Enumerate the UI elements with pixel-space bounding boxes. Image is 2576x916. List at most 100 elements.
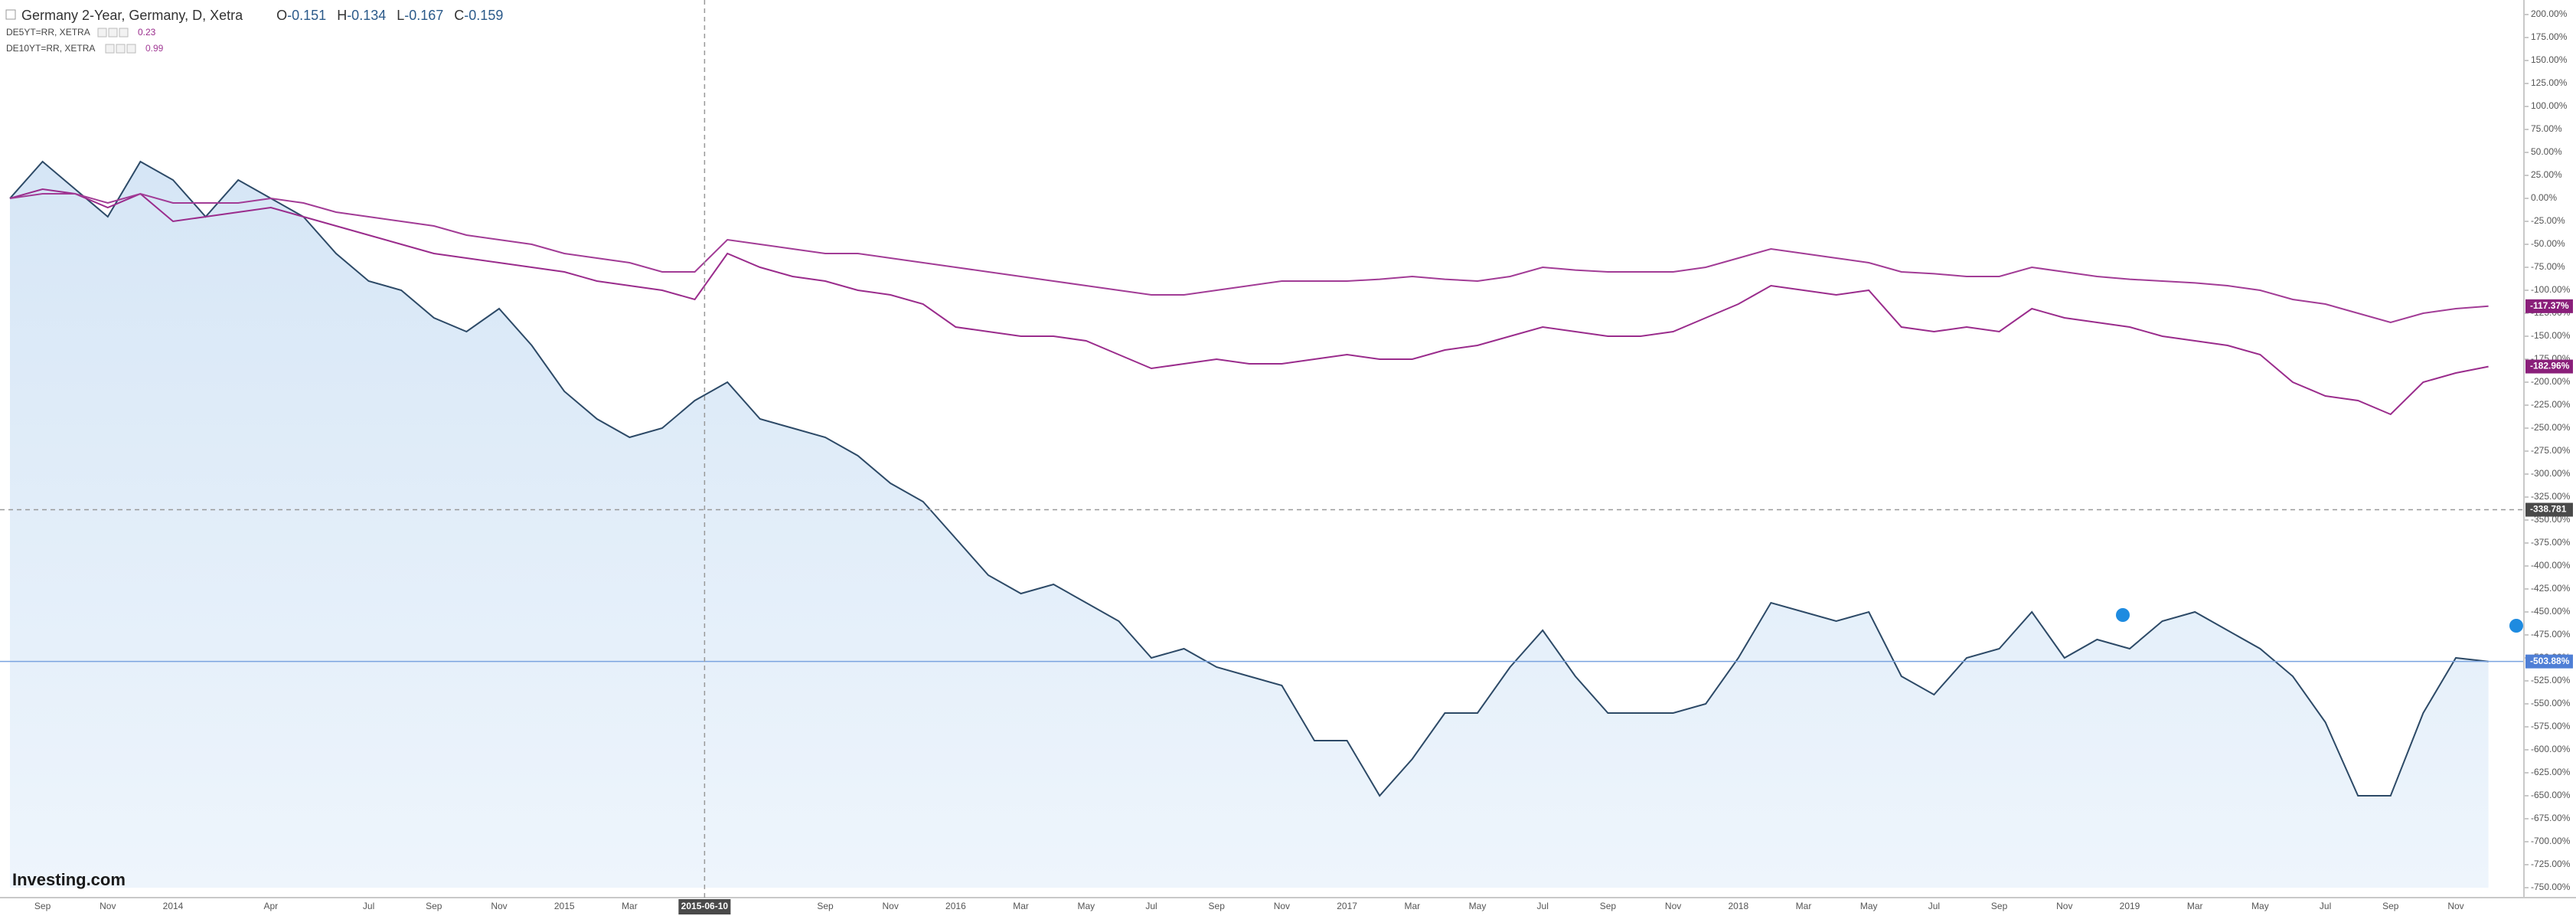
ohlc-value: -0.167 [404,8,443,23]
x-tick-label: 2014 [163,901,184,911]
last-value-badge [2525,359,2573,374]
legend-icon [97,28,107,38]
legend-icon [108,28,118,38]
x-tick-label: Sep [34,901,51,911]
y-tick-label: -475.00% [2531,629,2571,640]
last-value-badge [2525,654,2573,669]
crosshair-y-badge [2525,502,2573,517]
x-tick-label: Mar [622,901,638,911]
y-tick-label: 125.00% [2531,77,2568,88]
y-tick-label: -600.00% [2531,744,2571,754]
x-tick-label: 2016 [945,901,966,911]
x-tick-label: Nov [2056,901,2072,911]
x-tick-label: Sep [426,901,442,911]
y-tick-label: -375.00% [2531,537,2571,548]
x-tick-label: Nov [100,901,116,911]
y-tick-label: -400.00% [2531,560,2571,571]
x-tick-label: Jul [2320,901,2331,911]
last-value-label: -503.88% [2530,656,2570,666]
x-tick-label: Sep [1209,901,1226,911]
x-tick-label: Jul [1537,901,1549,911]
legend-icon [119,28,129,38]
x-tick-label: Mar [1013,901,1029,911]
x-tick-label: Sep [1600,901,1617,911]
x-tick-label: 2017 [1337,901,1357,911]
x-tick-label: Nov [883,901,899,911]
y-tick-label: -525.00% [2531,675,2571,685]
ohlc-key: L [397,8,404,23]
x-tick-label: May [1077,901,1095,911]
x-tick-label: 2018 [1728,901,1748,911]
series-area [10,162,2489,888]
x-tick-label: May [2251,901,2269,911]
y-tick-label: -275.00% [2531,445,2571,456]
y-tick-label: -225.00% [2531,399,2571,410]
watermark: Investing.com [12,870,126,889]
legend: Germany 2-Year, Germany, D, Xetra O-0.151… [5,8,503,54]
y-tick-label: 0.00% [2531,192,2557,203]
x-tick-label: Mar [1796,901,1812,911]
y-tick-label: -75.00% [2531,261,2565,272]
last-value-badge [2525,299,2573,313]
x-tick-label: Nov [2447,901,2463,911]
legend-series-name: DE10YT=RR, XETRA [6,43,95,54]
x-tick-label: Nov [1665,901,1681,911]
y-tick-label: 100.00% [2531,100,2568,111]
x-tick-label: Apr [263,901,278,911]
legend-value: 0.23 [138,27,156,38]
y-tick-label: 150.00% [2531,54,2568,65]
x-tick-label: Sep [2382,901,2399,911]
ohlc-value: -0.159 [464,8,503,23]
y-tick-label: -550.00% [2531,698,2571,708]
y-tick-label: 175.00% [2531,31,2568,42]
last-value-label: -182.96% [2530,361,2570,371]
y-tick-label: -250.00% [2531,422,2571,433]
y-tick-label: -700.00% [2531,836,2571,846]
crosshair-x-label: 2015-06-10 [681,901,729,911]
y-tick-label: 25.00% [2531,169,2562,180]
x-tick-label: Jul [363,901,374,911]
series-line [9,160,2489,797]
x-tick-label: 2015 [554,901,575,911]
ohlc-key: O [276,8,287,23]
series-line [9,192,2489,324]
x-tick-label: May [1469,901,1487,911]
y-tick-label: 50.00% [2531,146,2562,157]
legend-icon [126,44,136,54]
x-tick-label: Mar [1404,901,1420,911]
series-line [9,188,2489,416]
y-tick-label: -725.00% [2531,859,2571,869]
ohlc-key: H [337,8,347,23]
y-tick-label: -25.00% [2531,215,2565,226]
y-tick-label: -200.00% [2531,376,2571,387]
x-tick-label: Sep [817,901,834,911]
y-tick-label: -575.00% [2531,721,2571,731]
ohlc-value: -0.151 [287,8,326,23]
crosshair-y-label: -338.781 [2530,504,2567,515]
legend-name: Germany 2-Year, Germany, D, Xetra [21,8,243,23]
event-marker [2116,608,2130,622]
x-tick-label: Nov [491,901,507,911]
y-tick-label: -300.00% [2531,468,2571,479]
legend-series-name: DE5YT=RR, XETRA [6,27,90,38]
event-marker [2509,619,2523,633]
legend-value: 0.99 [145,43,164,54]
ohlc-key: C [454,8,464,23]
legend-icon [116,44,126,54]
x-tick-label: 2019 [2120,901,2140,911]
x-tick-label: May [1860,901,1878,911]
y-tick-label: -325.00% [2531,491,2571,502]
y-tick-label: -450.00% [2531,606,2571,617]
y-tick-label: 75.00% [2531,123,2562,134]
plot-area [0,160,2524,888]
y-tick-label: -350.00% [2531,514,2571,525]
legend-toggle [5,9,16,20]
legend-icon [105,44,115,54]
y-tick-label: -50.00% [2531,238,2565,249]
y-tick-label: -100.00% [2531,284,2571,295]
x-tick-label: Mar [2187,901,2203,911]
y-tick-label: -750.00% [2531,882,2571,892]
crosshair-x-badge [678,899,731,914]
y-tick-label: -625.00% [2531,767,2571,777]
